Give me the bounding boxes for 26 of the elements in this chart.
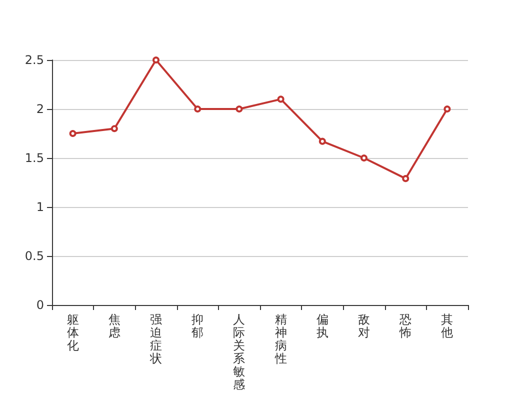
point xyxy=(402,175,410,182)
x-tick-label: 抑郁 xyxy=(192,312,204,340)
x-tick-label: 精神病性 xyxy=(274,312,287,366)
point xyxy=(69,130,76,137)
point xyxy=(318,138,326,145)
point xyxy=(194,106,202,112)
point xyxy=(277,96,284,103)
x-tick-label: 人际关系敏感 xyxy=(233,312,246,392)
x-tick-label: 敌对 xyxy=(358,312,370,340)
y-tick-label: 2.5 xyxy=(24,53,44,67)
x-tick-label: 偏执 xyxy=(316,312,328,340)
point xyxy=(110,125,118,132)
point xyxy=(360,154,368,162)
y-tick-label: 1 xyxy=(36,200,44,214)
x-tick-label: 躯体化 xyxy=(66,312,79,352)
x-tick-label: 强迫症状 xyxy=(149,312,162,366)
point xyxy=(236,106,243,112)
x-tick-label: 其他 xyxy=(441,312,454,340)
x-tick-label: 焦虑 xyxy=(108,312,120,340)
y-tick-label: 0.5 xyxy=(24,249,44,263)
x-tick-label: 恐怖 xyxy=(398,312,412,340)
y-tick-label: 1.5 xyxy=(24,151,44,165)
y-tick-label: 0 xyxy=(36,298,44,312)
point xyxy=(152,56,160,64)
y-tick-label: 2 xyxy=(36,102,44,116)
point xyxy=(444,106,451,112)
